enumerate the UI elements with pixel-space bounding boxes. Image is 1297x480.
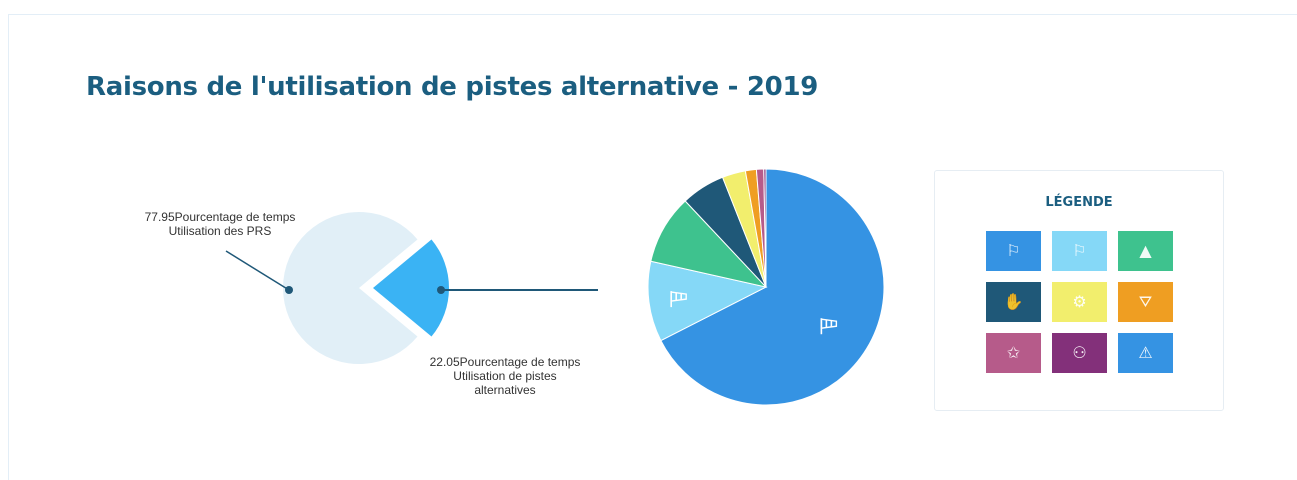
breakdown-slice-8 [763, 168, 767, 288]
windsock-icon [670, 291, 687, 308]
label-prs-line: Utilisation des PRS [169, 224, 272, 238]
label-dot-alternatives [437, 286, 445, 294]
label-alternatives-line: Utilisation de pistes [453, 369, 556, 383]
barrier-icon: ⛛ [1138, 292, 1153, 311]
legend-swatch-4: ✋ [986, 282, 1041, 322]
legend-swatch-1: ⚐ [986, 231, 1041, 271]
windsock-icon: ⚐ [1006, 241, 1021, 260]
label-alternatives-line: 22.05Pourcentage de temps [430, 355, 581, 369]
windsock-light-icon: ⚐ [1072, 241, 1087, 260]
badge-icon: ✩ [1006, 343, 1021, 362]
traffic-cone-icon: ▲ [1139, 241, 1152, 260]
pie-slice-pistes-alternatives [373, 239, 449, 337]
legend-swatch-2: ⚐ [1052, 231, 1107, 271]
label-prs-line: 77.95Pourcentage de temps [145, 210, 296, 224]
legend-panel: LÉGENDE ⚐ ⚐ ▲ ✋ ⚙ ⛛ ✩ ⚇ ⚠ [934, 170, 1224, 411]
breakdown-slice-1 [660, 168, 885, 406]
pie-slice-utilisation-prs [283, 212, 418, 364]
people-icon: ⚇ [1072, 343, 1087, 362]
legend-swatch-8: ⚇ [1052, 333, 1107, 373]
hand-icon: ✋ [1003, 292, 1024, 311]
chart-title: Raisons de l'utilisation de pistes alter… [86, 72, 819, 102]
breakdown-slice-2 [647, 260, 768, 342]
legend-swatch-9: ⚠ [1118, 333, 1173, 373]
label-dot-prs [285, 286, 293, 294]
windsock-icon [820, 318, 838, 335]
legend-swatch-7: ✩ [986, 333, 1041, 373]
label-alternatives-line: alternatives [474, 383, 535, 397]
legend-swatch-5: ⚙ [1052, 282, 1107, 322]
gear-icon: ⚙ [1072, 292, 1087, 311]
label-alternatives: 22.05Pourcentage de temps Utilisation de … [430, 355, 581, 397]
label-prs: 77.95Pourcentage de temps Utilisation des… [145, 210, 296, 238]
label-connector-prs [225, 250, 290, 291]
legend-swatch-3: ▲ [1118, 231, 1173, 271]
legend-title: LÉGENDE [1045, 195, 1113, 210]
warning-icon: ⚠ [1138, 343, 1153, 362]
legend-swatch-6: ⛛ [1118, 282, 1173, 322]
